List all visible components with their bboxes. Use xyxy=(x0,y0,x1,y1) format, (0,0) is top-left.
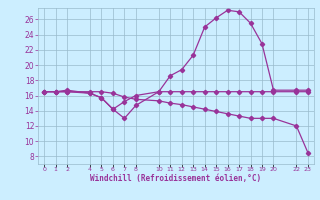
X-axis label: Windchill (Refroidissement éolien,°C): Windchill (Refroidissement éolien,°C) xyxy=(91,174,261,183)
